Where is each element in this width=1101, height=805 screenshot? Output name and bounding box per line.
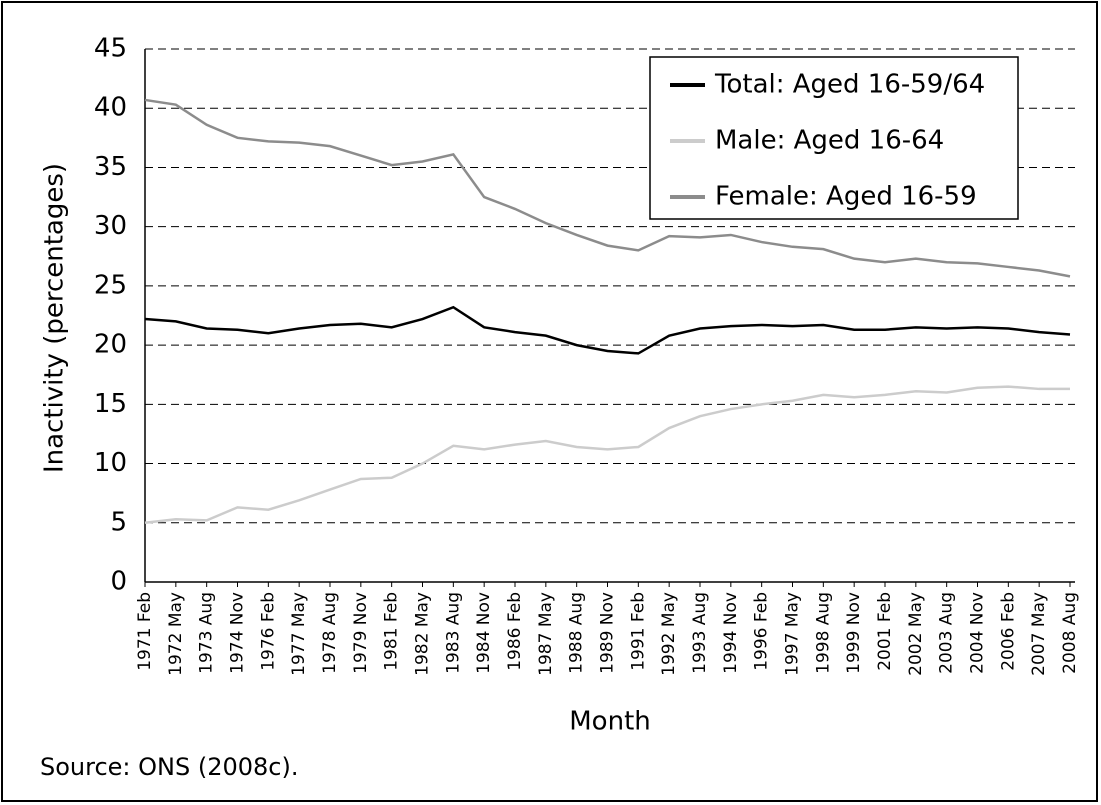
x-tick-label: 1993 Aug (690, 592, 710, 674)
x-tick-label: 2003 Aug (937, 592, 957, 674)
x-tick-label: 2002 May (906, 592, 926, 676)
x-tick-label: 1991 Feb (628, 592, 648, 671)
y-tick-label: 35 (94, 152, 127, 182)
x-tick-label: 1989 Nov (598, 592, 618, 674)
x-tick-label: 1977 May (289, 592, 309, 676)
y-tick-label: 10 (94, 448, 127, 478)
x-tick-label: 2001 Feb (875, 592, 895, 671)
y-tick-label: 0 (110, 567, 127, 597)
x-tick-label: 1974 Nov (228, 592, 248, 674)
data-line (144, 98, 1071, 278)
legend-label: Male: Aged 16-64 (715, 126, 944, 156)
x-axis-label: Month (569, 707, 651, 737)
x-tick-label: 2004 Nov (968, 592, 988, 674)
x-tick-label: 1986 Feb (505, 592, 525, 671)
x-tick-label: 1997 May (783, 592, 803, 676)
data-line (144, 305, 1071, 355)
x-tick-label: 1996 Feb (752, 592, 772, 671)
x-tick-label: 1976 Feb (258, 592, 278, 671)
source-note: Source: ONS (2008c). (40, 753, 298, 781)
x-tick-label: 2008 Aug (1060, 592, 1080, 674)
x-tick-label: 1983 Aug (443, 592, 463, 674)
y-tick-label: 30 (94, 211, 127, 241)
y-tick-label: 20 (94, 330, 127, 360)
x-tick-label: 1982 May (413, 592, 433, 676)
legend-label: Female: Aged 16-59 (715, 182, 977, 212)
x-tick-label: 1992 May (659, 592, 679, 676)
y-tick-label: 15 (94, 389, 127, 419)
x-tick-label: 2007 May (1029, 592, 1049, 676)
x-tick-label: 1999 Nov (844, 592, 864, 674)
x-tick-label: 1972 May (166, 592, 186, 676)
x-tick-label: 2006 Feb (998, 592, 1018, 671)
legend-box (649, 56, 1019, 220)
x-tick-label: 1988 Aug (567, 592, 587, 674)
data-line (144, 385, 1070, 525)
x-tick-label: 1981 Feb (382, 592, 402, 671)
x-tick-label: 1994 Nov (721, 592, 741, 674)
x-tick-label: 1971 Feb (135, 592, 155, 671)
y-axis-label: Inactivity (percentages) (40, 163, 70, 473)
x-tick-label: 1998 Aug (813, 592, 833, 674)
x-tick-label: 1987 May (536, 592, 556, 676)
y-tick-label: 45 (94, 34, 127, 64)
x-tick-label: 1984 Nov (474, 592, 494, 674)
y-tick-label: 25 (94, 270, 127, 300)
y-tick-label: 5 (110, 507, 127, 537)
x-tick-label: 1978 Aug (320, 592, 340, 674)
x-tick-label: 1979 Nov (351, 592, 371, 674)
legend-label: Total: Aged 16-59/64 (714, 70, 985, 100)
y-tick-label: 40 (94, 93, 127, 123)
x-tick-label: 1973 Aug (197, 592, 217, 674)
